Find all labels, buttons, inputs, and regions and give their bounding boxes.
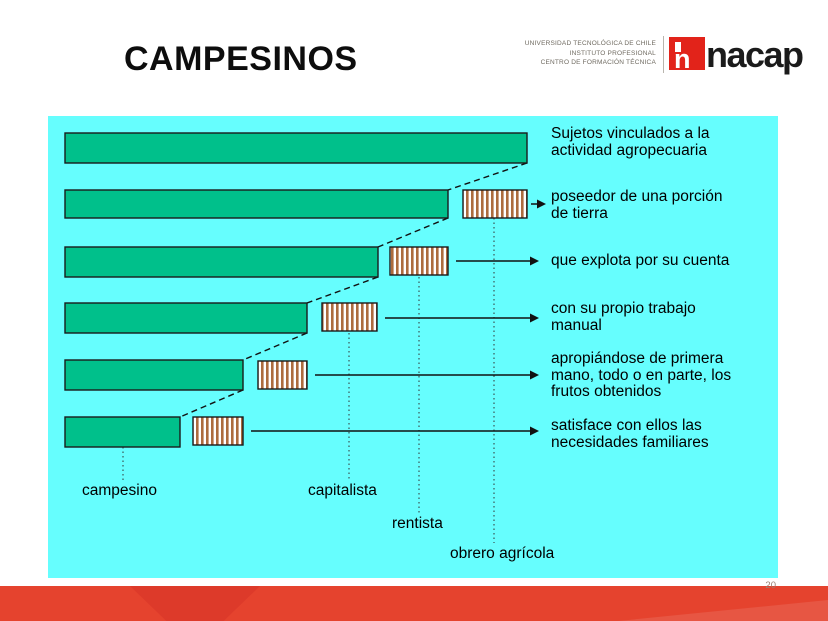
arrow-head-explota [530,256,539,266]
institution-line-3: CENTRO DE FORMACIÓN TÉCNICA [540,59,656,66]
description-line: actividad agropecuaria [551,141,707,159]
description-line: frutos obtenidos [551,383,662,400]
green-bar-trabajo [64,302,308,334]
category-label-obrero-agrícola: obrero agrícola [450,545,555,562]
striped-box-apropiandose [257,360,308,390]
footer-bar [0,586,828,621]
arrow-head-satisface [530,426,539,436]
category-label-capitalista: capitalista [308,482,377,499]
footer-chevron-shape [130,586,260,621]
footer-glare-shape [618,600,828,621]
campesinos-diagram [64,132,546,543]
logo-divider [663,36,664,73]
description-line: mano, todo o en parte, los [551,366,732,384]
dashed-connector-3 [306,276,379,304]
description-line: satisface con ellos las [551,417,702,434]
striped-box-explota [389,246,449,276]
institution-line-2: INSTITUTO PROFESIONAL [569,49,656,57]
inacap-logo-icon: n [669,37,705,74]
slide-title: CAMPESINOS [124,40,358,78]
arrow-head-apropiandose [530,370,539,380]
striped-box-satisface [192,416,244,446]
description-poseedor: poseedor de una porción de tierra [551,188,723,222]
category-label-campesino: campesino [82,482,157,499]
institution-text: UNIVERSIDAD TECNOLÓGICA DE CHILE INSTITU… [488,39,656,68]
category-label-rentista: rentista [392,515,443,532]
dashed-connector-4 [242,332,308,361]
green-bar-satisface [64,416,181,448]
arrow-head-poseedor [537,199,546,209]
green-bar-sujetos [64,132,528,164]
description-line: Sujetos vinculados a la [551,125,710,142]
description-satisface: satisface con ellos las necesidades famil… [551,417,709,451]
description-line: poseedor de una porción [551,188,723,205]
page-number: 20 [765,580,776,591]
arrow-head-trabajo [530,313,539,323]
green-bar-poseedor [64,189,449,219]
inacap-wordmark: nacap [706,34,804,75]
description-line: de tierra [551,204,608,222]
green-bar-explota [64,246,379,278]
green-bar-apropiandose [64,359,244,391]
description-trabajo: con su propio trabajo manual [551,300,696,334]
dashed-connector-1 [447,162,528,191]
description-explota: que explota por su cuenta [551,252,730,270]
description-apropiandose: apropiándose de primera mano, todo o en p… [551,350,732,401]
description-line: que explota por su cuenta [551,252,730,269]
description-line: necesidades familiares [551,433,709,451]
striped-box-trabajo [321,302,378,332]
institution-line-1: UNIVERSIDAD TECNOLÓGICA DE CHILE [524,40,656,47]
logo-stem-shape [675,42,681,52]
logo-letter: n [674,44,691,74]
description-line: manual [551,316,602,334]
description-line: con su propio trabajo [551,300,696,317]
description-sujetos: Sujetos vinculados a la actividad agropec… [551,125,710,159]
description-line: apropiándose de primera [551,350,724,367]
dashed-connector-5 [179,389,244,418]
dashed-connector-2 [377,217,449,248]
striped-box-poseedor [462,189,528,219]
